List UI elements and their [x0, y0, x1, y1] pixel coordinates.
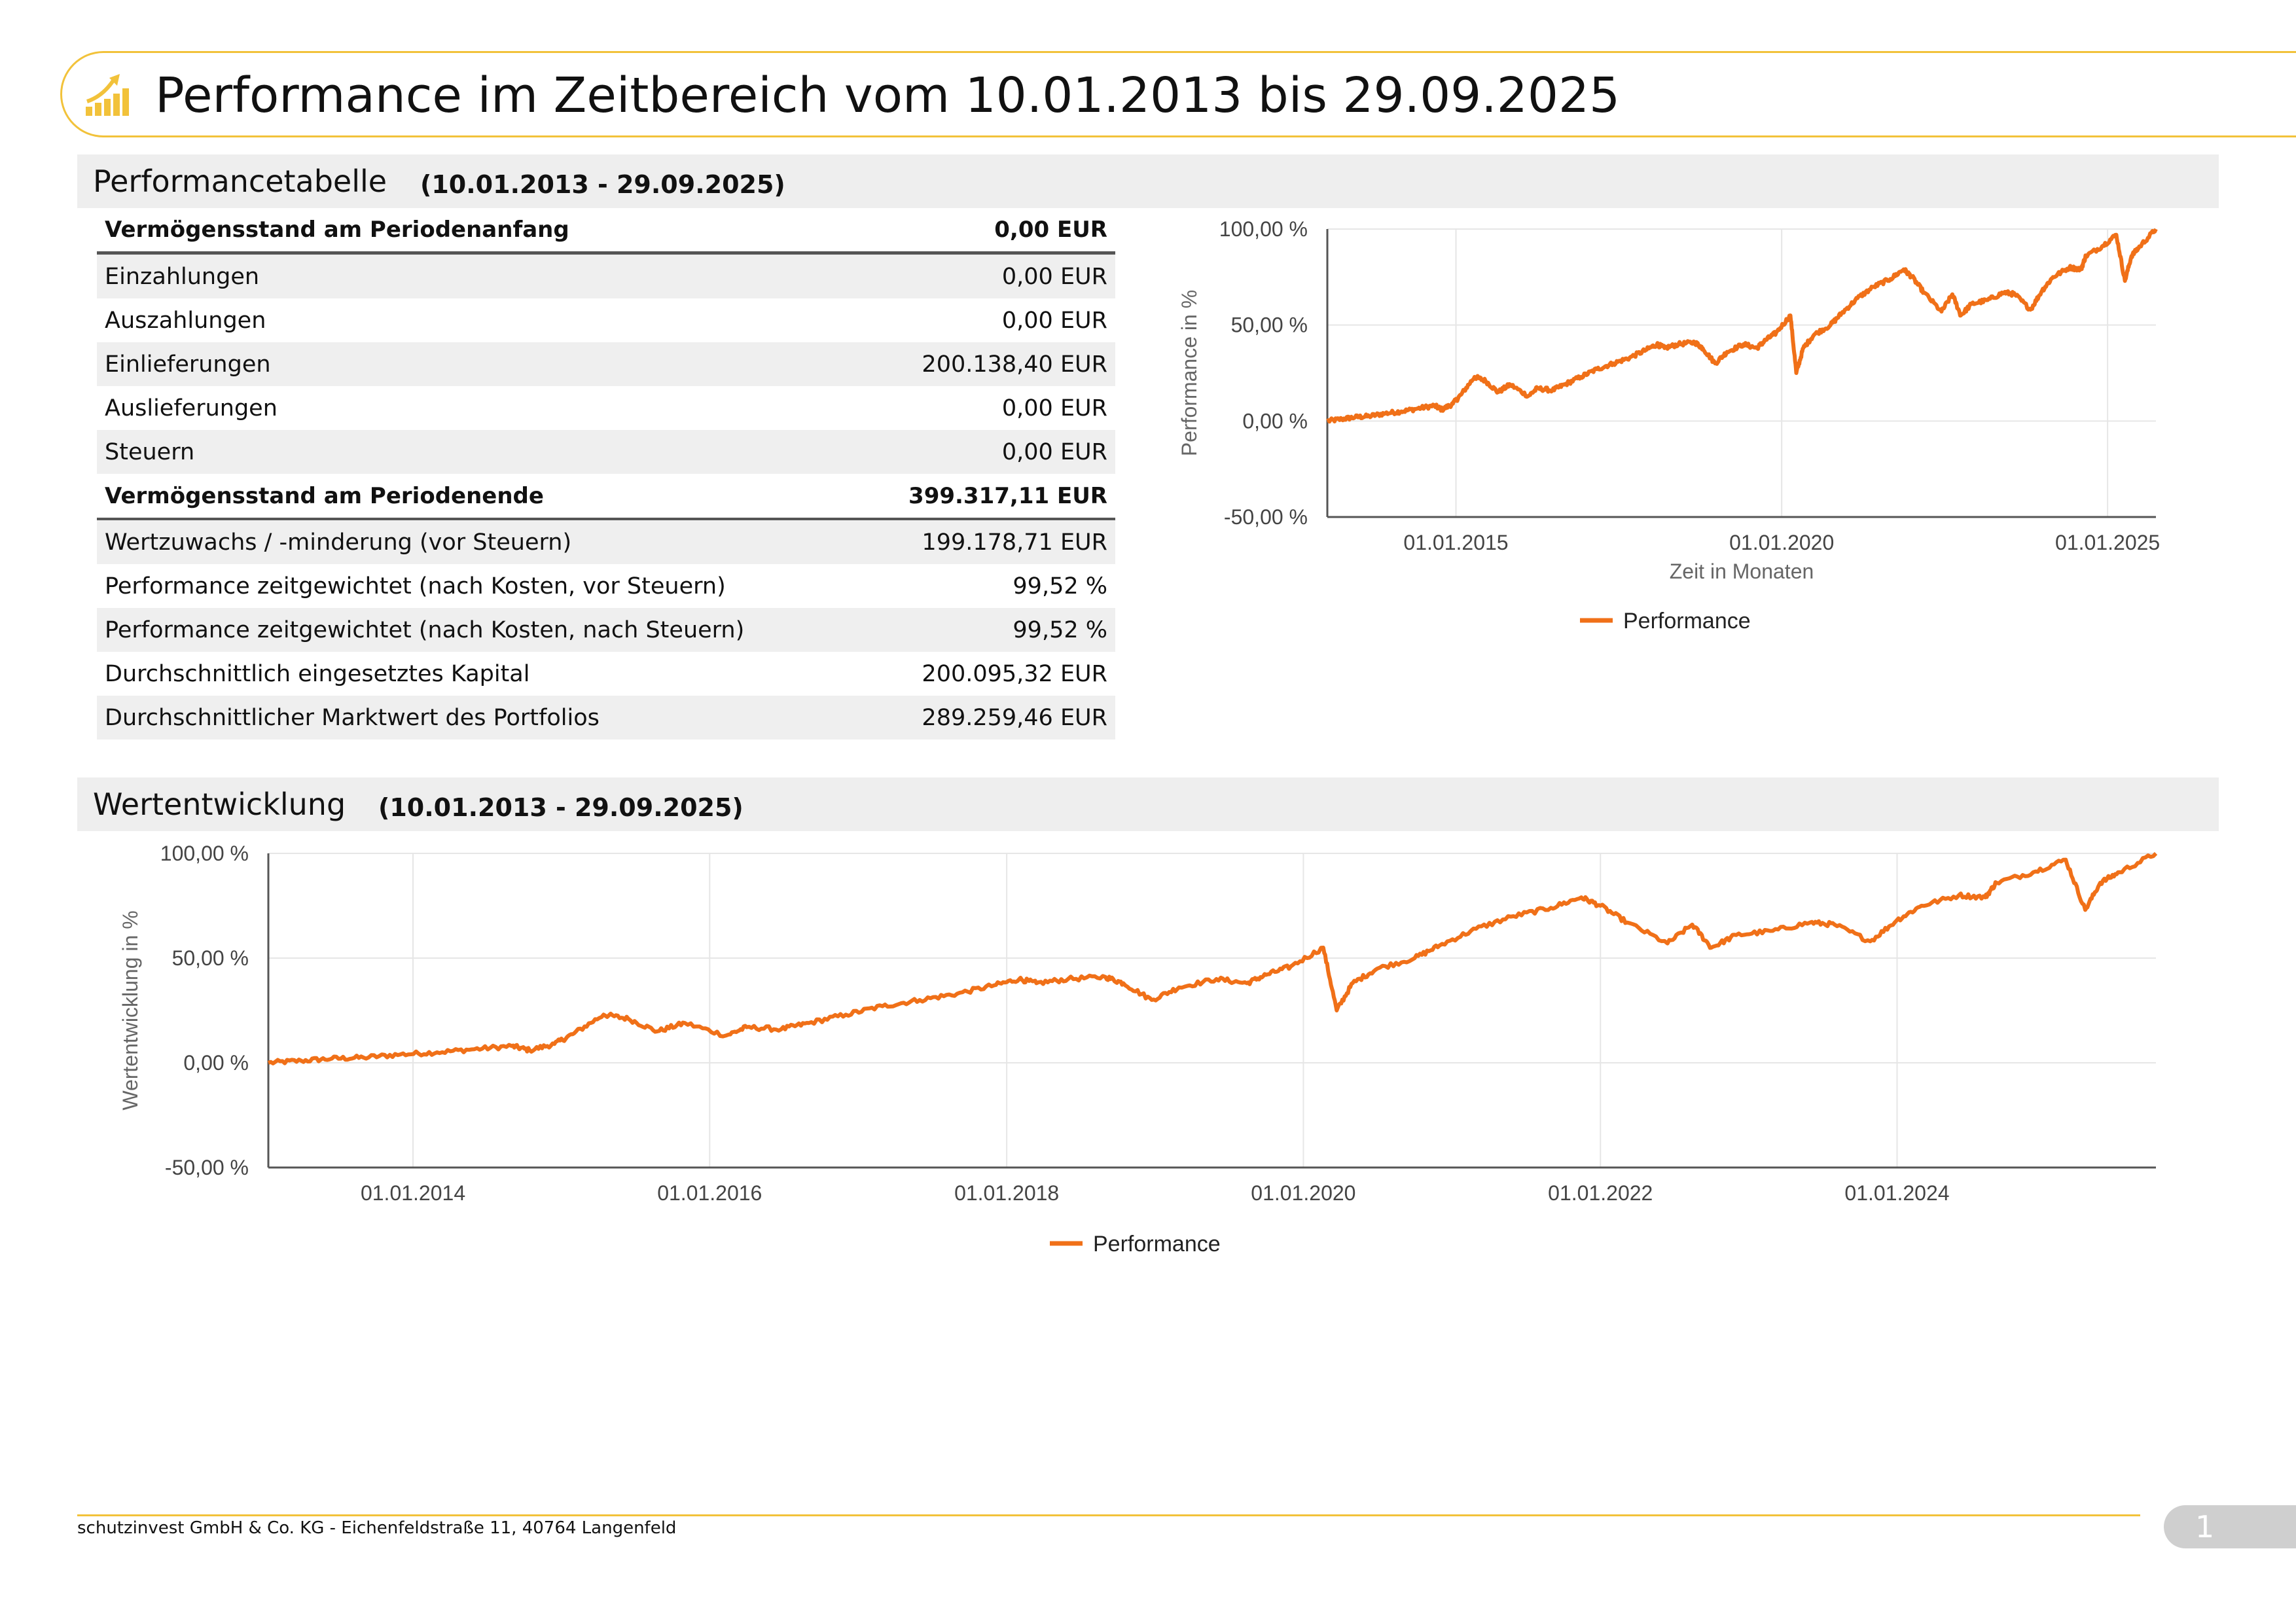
row-label: Einzahlungen [97, 253, 865, 298]
row-label: Einlieferungen [97, 342, 865, 386]
section-bar-performance-table: Performancetabelle (10.01.2013 - 29.09.2… [77, 154, 2219, 208]
table-row: Durchschnittlicher Marktwert des Portfol… [97, 696, 1115, 740]
footer-company-address: schutzinvest GmbH & Co. KG - Eichenfelds… [77, 1518, 677, 1538]
series-line-performance [267, 851, 2158, 1065]
row-label: Durchschnittlicher Marktwert des Portfol… [97, 696, 865, 740]
page-number: 1 [2164, 1505, 2296, 1548]
footer-divider [77, 1514, 2140, 1516]
page-header: Performance im Zeitbereich vom 10.01.201… [60, 51, 2296, 137]
wertentwicklung-chart: 100,00 % 50,00 % 0,00 % -50,00 % 01.01.2014 0… [118, 842, 2158, 1257]
y-tick-label: 0,00 % [183, 1051, 249, 1075]
row-value: 200.138,40 EUR [864, 342, 1115, 386]
row-label: Wertzuwachs / -minderung (vor Steuern) [97, 519, 865, 564]
x-tick-label: 01.01.2014 [361, 1181, 465, 1205]
table-row: Einlieferungen 200.138,40 EUR [97, 342, 1115, 386]
table-row: Vermögensstand am Periodenende 399.317,1… [97, 474, 1115, 520]
y-tick-label: 50,00 % [172, 946, 249, 970]
row-value: 99,52 % [1013, 573, 1107, 599]
section-bar-wertentwicklung: Wertentwicklung (10.01.2013 - 29.09.2025… [77, 777, 2219, 831]
y-tick-label: 0,00 % [1242, 409, 1308, 433]
row-label: Vermögensstand am Periodenanfang [97, 208, 865, 255]
y-tick-label: 100,00 % [1219, 217, 1308, 241]
table-row: Durchschnittlich eingesetztes Kapital 20… [97, 652, 1115, 696]
table-row: Auslieferungen 0,00 EUR [97, 386, 1115, 430]
table-row: Vermögensstand am Periodenanfang 0,00 EU… [97, 208, 1115, 255]
x-tick-label: 01.01.2022 [1548, 1181, 1653, 1205]
section-range: (10.01.2013 - 29.09.2025) [420, 170, 785, 199]
section-title: Performancetabelle [93, 164, 387, 199]
row-label: Auszahlungen [105, 307, 266, 334]
x-axis-title: Zeit in Monaten [1670, 560, 1814, 583]
y-tick-label: 100,00 % [160, 842, 249, 865]
row-value: 0,00 EUR [864, 430, 1115, 474]
x-tick-label: 01.01.2018 [954, 1181, 1059, 1205]
row-label: Performance zeitgewichtet (nach Kosten, … [105, 573, 726, 599]
row-value: 0,00 EUR [1001, 307, 1107, 334]
page-title: Performance im Zeitbereich vom 10.01.201… [155, 67, 1621, 124]
table-row: Performance zeitgewichtet (nach Kosten, … [97, 564, 1115, 608]
table-row: Auszahlungen 0,00 EUR [97, 298, 1115, 342]
row-value: 0,00 EUR [864, 253, 1115, 298]
x-tick-label: 01.01.2020 [1251, 1181, 1355, 1205]
x-tick-label: 01.01.2025 [2055, 531, 2160, 554]
table-row: Wertzuwachs / -minderung (vor Steuern) 1… [97, 519, 1115, 564]
row-label: Steuern [97, 430, 865, 474]
section-title: Wertentwicklung [93, 787, 346, 822]
row-value: 199.178,71 EUR [864, 519, 1115, 564]
row-value: 0,00 EUR [864, 208, 1115, 255]
x-tick-label: 01.01.2024 [1844, 1181, 1949, 1205]
row-label: Vermögensstand am Periodenende [97, 474, 865, 520]
table-row: Performance zeitgewichtet (nach Kosten, … [97, 608, 1115, 652]
table-row: Steuern 0,00 EUR [97, 430, 1115, 474]
row-value: 200.095,32 EUR [922, 660, 1107, 687]
y-axis-title: Wertentwicklung in % [118, 910, 142, 1110]
y-tick-label: -50,00 % [165, 1156, 249, 1179]
legend-label: Performance [1623, 609, 1751, 633]
row-value: 99,52 % [864, 608, 1115, 652]
x-tick-label: 01.01.2016 [657, 1181, 762, 1205]
x-tick-label: 01.01.2020 [1729, 531, 1834, 554]
legend-label: Performance [1093, 1232, 1221, 1257]
performance-chart: 100,00 % 50,00 % 0,00 % -50,00 % 01.01.2015 0… [1177, 217, 2160, 633]
row-value: 289.259,46 EUR [864, 696, 1115, 740]
table-row: Einzahlungen 0,00 EUR [97, 253, 1115, 298]
x-tick-label: 01.01.2015 [1403, 531, 1508, 554]
y-axis-title: Performance in % [1177, 290, 1201, 456]
row-value: 399.317,11 EUR [864, 474, 1115, 520]
row-label: Performance zeitgewichtet (nach Kosten, … [97, 608, 865, 652]
row-value: 0,00 EUR [1001, 395, 1107, 421]
section-range: (10.01.2013 - 29.09.2025) [378, 793, 744, 822]
performance-table: Vermögensstand am Periodenanfang 0,00 EU… [97, 208, 1115, 740]
row-label: Auslieferungen [105, 395, 278, 421]
y-tick-label: 50,00 % [1231, 313, 1308, 337]
growth-chart-icon [86, 74, 129, 116]
row-label: Durchschnittlich eingesetztes Kapital [105, 660, 530, 687]
series-line-performance [1326, 228, 2158, 424]
y-tick-label: -50,00 % [1224, 505, 1308, 529]
